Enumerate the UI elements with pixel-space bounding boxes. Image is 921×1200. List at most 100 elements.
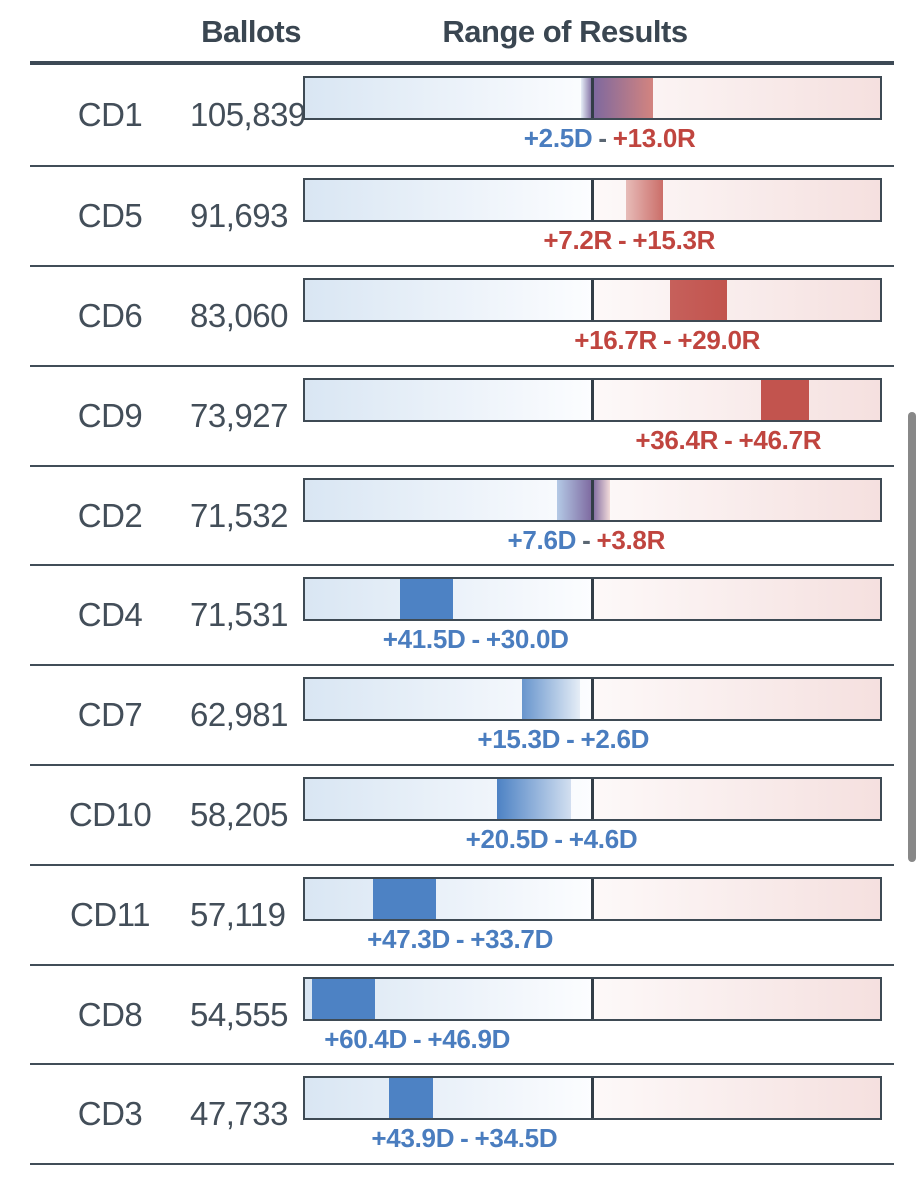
- range-segment: [497, 779, 572, 820]
- range-high-value: +2.6D: [580, 724, 650, 755]
- range-dash: -: [618, 225, 627, 256]
- table-row: CD4 71,531 +41.5D - +30.0D: [30, 564, 894, 664]
- range-segment: [761, 379, 810, 420]
- range-low-value: +20.5D: [465, 824, 549, 855]
- rep-background-gradient: [592, 878, 880, 919]
- range-label: +60.4D - +46.9D: [324, 1024, 510, 1055]
- range-dash: -: [582, 524, 591, 555]
- range-bar-cell: +60.4D - +46.9D: [303, 966, 882, 1064]
- dem-background-gradient: [305, 878, 593, 919]
- table-row: CD9 73,927 +36.4R - +46.7R: [30, 364, 894, 465]
- range-dash: -: [455, 923, 465, 954]
- range-high-value: +15.3R: [632, 225, 716, 256]
- ballots-value: 62,981: [190, 696, 288, 734]
- range-bar: [303, 1076, 882, 1121]
- range-bar: [303, 178, 882, 223]
- range-bar: [303, 278, 882, 323]
- rep-background-gradient: [592, 479, 880, 520]
- range-high-value: +46.9D: [427, 1023, 511, 1054]
- table-row: CD7 62,981 +15.3D - +2.6D: [30, 664, 894, 764]
- range-label: +20.5D - +4.6D: [466, 824, 638, 855]
- range-low-value: +16.7R: [574, 325, 657, 356]
- range-bar: [303, 777, 882, 822]
- range-bar-cell: +41.5D - +30.0D: [303, 566, 882, 664]
- even-margin-line: [591, 280, 594, 321]
- range-high-value: +46.7R: [738, 424, 822, 455]
- ballots-value: 73,927: [190, 396, 288, 434]
- range-high-value: +29.0R: [677, 325, 761, 356]
- range-dash: -: [662, 325, 672, 356]
- dem-background-gradient: [305, 479, 593, 520]
- range-label: +41.5D - +30.0D: [383, 624, 569, 655]
- district-label: CD8: [77, 995, 143, 1033]
- district-label: CD3: [77, 1095, 143, 1133]
- ballots-column-header: Ballots: [201, 14, 301, 49]
- ballots-value: 58,205: [190, 795, 288, 833]
- scrollbar-thumb[interactable]: [908, 412, 916, 862]
- range-bar-cell: +15.3D - +2.6D: [303, 666, 882, 764]
- range-low-value: +47.3D: [367, 923, 450, 954]
- dem-background-gradient: [305, 280, 593, 321]
- range-segment: [400, 579, 454, 620]
- district-label: CD2: [77, 496, 143, 534]
- range-label: +7.2R - +15.3R: [543, 225, 715, 256]
- table-row: CD11 57,119 +47.3D - +33.7D: [30, 863, 894, 964]
- rep-background-gradient: [592, 379, 880, 420]
- range-high-value: +33.7D: [470, 923, 554, 954]
- district-label: CD10: [68, 795, 152, 833]
- range-dash: -: [598, 123, 607, 153]
- table-header: Ballots Range of Results: [30, 0, 894, 65]
- range-bar: [303, 577, 882, 622]
- ballots-value: 91,693: [190, 197, 288, 235]
- rep-background-gradient: [592, 679, 880, 720]
- range-segment: [669, 280, 727, 321]
- district-label: CD6: [77, 296, 143, 334]
- range-low-value: +36.4R: [635, 424, 719, 455]
- ballots-value: 54,555: [190, 995, 288, 1033]
- even-margin-line: [591, 379, 594, 420]
- table-row: CD6 83,060 +16.7R - +29.0R: [30, 265, 894, 365]
- range-bar: [303, 876, 882, 921]
- ballots-value: 83,060: [190, 296, 288, 334]
- range-low-value: +7.6D: [507, 524, 577, 555]
- range-high-value: +3.8R: [596, 524, 666, 555]
- range-dash: -: [471, 624, 480, 655]
- range-segment: [312, 978, 375, 1019]
- range-low-value: +2.5D: [523, 123, 593, 153]
- table-row: CD10 58,205 +20.5D - +4.6D: [30, 764, 894, 864]
- district-label: CD4: [77, 596, 143, 634]
- ballots-value: 71,532: [190, 496, 288, 534]
- district-label: CD11: [70, 895, 150, 933]
- range-dash: -: [554, 824, 563, 855]
- range-high-value: +34.5D: [474, 1123, 558, 1154]
- district-label: CD7: [77, 696, 143, 734]
- table-row: CD5 91,693 +7.2R - +15.3R: [30, 165, 894, 265]
- range-bar: [303, 976, 882, 1021]
- rep-background-gradient: [592, 1078, 880, 1119]
- range-low-value: +41.5D: [382, 624, 466, 655]
- range-low-value: +7.2R: [543, 225, 613, 256]
- range-dash: -: [566, 724, 575, 755]
- results-table: Ballots Range of Results CD1 105,839 +2.…: [30, 0, 894, 1166]
- range-bar-cell: +47.3D - +33.7D: [303, 866, 882, 964]
- range-label: +2.5D - +13.0R: [524, 123, 696, 154]
- range-high-value: +30.0D: [485, 624, 569, 655]
- district-label: CD9: [77, 396, 143, 434]
- range-low-value: +60.4D: [324, 1023, 407, 1054]
- range-bar: [303, 76, 882, 120]
- ballots-value: 47,733: [190, 1095, 288, 1133]
- dem-background-gradient: [305, 78, 593, 118]
- dem-background-gradient: [305, 1078, 593, 1119]
- even-margin-line: [591, 779, 594, 820]
- range-bar: [303, 377, 882, 422]
- range-label: +16.7R - +29.0R: [574, 325, 760, 356]
- range-segment: [521, 679, 581, 720]
- even-margin-line: [591, 579, 594, 620]
- even-margin-line: [591, 978, 594, 1019]
- even-margin-line: [591, 878, 594, 919]
- range-low-value: +43.9D: [371, 1123, 455, 1154]
- range-dash: -: [412, 1023, 422, 1054]
- ballots-value: 57,119: [190, 895, 286, 933]
- range-segment: [373, 878, 437, 919]
- dem-background-gradient: [305, 180, 593, 221]
